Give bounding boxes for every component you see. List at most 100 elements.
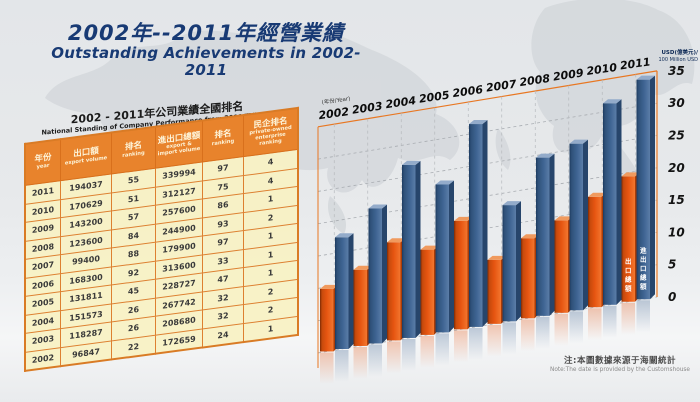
gridline-35 bbox=[317, 70, 658, 128]
bar-top-face bbox=[487, 255, 506, 260]
table-cell: 24 bbox=[202, 323, 244, 348]
source-note-en: Note:The date is provided by the Customs… bbox=[550, 367, 690, 374]
bar-export-2010 bbox=[588, 196, 602, 308]
bar-side-face bbox=[583, 139, 588, 311]
bar-export-2011 bbox=[621, 176, 635, 302]
bar-export-2002 bbox=[320, 288, 334, 352]
y-tick-20: 20 bbox=[668, 161, 685, 175]
bar-reflection bbox=[502, 322, 516, 355]
year-label-2007: 2007 bbox=[485, 77, 517, 94]
map-eurasia bbox=[45, 25, 460, 193]
bar-total-2010 bbox=[603, 103, 617, 305]
bar-reflection bbox=[588, 308, 602, 341]
map-island-3 bbox=[327, 196, 347, 234]
bar-reflection bbox=[320, 352, 334, 384]
bar-top-face bbox=[335, 233, 354, 238]
bar-top-face bbox=[353, 265, 372, 270]
y-tick-35: 35 bbox=[668, 64, 685, 78]
bar-side-face bbox=[348, 233, 354, 350]
y-tick-15: 15 bbox=[668, 193, 685, 207]
bar-export-2007 bbox=[487, 259, 501, 324]
bar-reflection bbox=[536, 316, 550, 349]
year-label-2003: 2003 bbox=[351, 100, 383, 117]
bar-reflection bbox=[335, 350, 349, 383]
table-cell: 2002 bbox=[25, 347, 61, 371]
y-axis-unit-en: 100 Million USD bbox=[658, 56, 698, 63]
bar-top-face bbox=[588, 192, 607, 197]
bar-side-face bbox=[549, 153, 555, 316]
bar-reflection bbox=[554, 313, 568, 346]
y-tick-5: 5 bbox=[668, 258, 676, 272]
col-header-4: 排名 ranking bbox=[202, 115, 244, 163]
bar-reflection bbox=[469, 327, 483, 360]
y-tick-0: 0 bbox=[668, 290, 676, 304]
bar-total-2008 bbox=[536, 157, 550, 316]
col-header-2: 排名 ranking bbox=[111, 126, 156, 175]
series-label-char: 額 bbox=[639, 281, 647, 290]
series-label-char: 出 bbox=[625, 257, 632, 266]
bar-reflection bbox=[454, 330, 468, 363]
bar-side-face bbox=[650, 75, 655, 300]
bar-top-face bbox=[569, 139, 588, 144]
bar-reflection bbox=[402, 338, 416, 371]
main-title-zh: 2002年--2011年經營業績 bbox=[67, 21, 345, 45]
bar-total-2006 bbox=[469, 124, 483, 327]
series-label-char: 口 bbox=[625, 267, 632, 275]
bar-top-face bbox=[454, 216, 473, 221]
bar-top-face bbox=[536, 153, 555, 158]
bar-top-face bbox=[554, 216, 573, 221]
map-island-1 bbox=[495, 128, 511, 170]
bar-export-2008 bbox=[521, 238, 535, 319]
table-cell: 22 bbox=[111, 334, 156, 360]
performance-table: 年份 year 出口額 export volume 排名 ranking 進出口總額 expo… bbox=[24, 106, 299, 373]
bar-reflection bbox=[636, 300, 650, 333]
bar-side-face bbox=[516, 201, 521, 322]
bar-top-face bbox=[420, 245, 439, 250]
bar-reflection bbox=[569, 311, 583, 344]
source-note: 注:本圖數據來源于海關統計 Note:The date is provided … bbox=[543, 356, 697, 375]
series-label-char: 進 bbox=[640, 245, 647, 254]
bar-top-face bbox=[603, 99, 622, 104]
bar-total-2004 bbox=[402, 164, 416, 338]
year-label-2005: 2005 bbox=[418, 88, 450, 105]
col-header-1: 出口額 export volume bbox=[60, 132, 112, 181]
year-label-2011: 2011 bbox=[619, 55, 651, 72]
bar-reflection bbox=[387, 341, 401, 374]
bar-side-face bbox=[382, 204, 387, 344]
y-tick-30: 30 bbox=[668, 96, 685, 110]
y-axis-unit: USD(億美元)/ 100 Million USD bbox=[644, 50, 698, 63]
bar-export-2009 bbox=[554, 220, 568, 313]
year-label-2006: 2006 bbox=[452, 83, 484, 100]
bar-total-2005 bbox=[435, 184, 449, 333]
bar-reflection bbox=[621, 302, 635, 335]
bar-reflection bbox=[521, 319, 535, 352]
bar-side-face bbox=[616, 99, 622, 305]
col-header-3: 進出口總額 export & import volume bbox=[155, 120, 203, 169]
main-title: 2002年--2011年經營業績 Outstanding Achievement… bbox=[38, 21, 374, 78]
bar-top-face bbox=[368, 204, 387, 209]
bar-top-face bbox=[387, 238, 406, 243]
year-label-2004: 2004 bbox=[385, 94, 417, 111]
bar-export-2003 bbox=[353, 269, 367, 346]
bar-reflection bbox=[420, 335, 434, 368]
y-axis-unit-zh: USD(億美元)/ bbox=[661, 50, 698, 56]
bar-total-2003 bbox=[368, 208, 382, 344]
bar-top-face bbox=[469, 120, 488, 125]
year-label-2010: 2010 bbox=[586, 61, 618, 78]
series-label-char: 總 bbox=[625, 275, 632, 284]
bar-side-face bbox=[482, 120, 488, 327]
bar-reflection bbox=[353, 346, 367, 379]
bar-top-face bbox=[402, 160, 421, 165]
bar-top-face bbox=[502, 201, 521, 206]
performance-table-section: 2002 - 2011年公司業績全國排名 National Standing o… bbox=[24, 100, 299, 373]
series-label-char: 總 bbox=[640, 272, 647, 281]
bar-reflection bbox=[603, 305, 617, 338]
series-label-char: 額 bbox=[624, 284, 632, 293]
bar-reflection bbox=[435, 333, 449, 366]
bar-side-face bbox=[449, 180, 454, 333]
bar-export-2004 bbox=[387, 242, 401, 341]
source-note-zh: 注:本圖數據來源于海關統計 bbox=[564, 356, 676, 366]
bar-export-2006 bbox=[454, 220, 468, 330]
